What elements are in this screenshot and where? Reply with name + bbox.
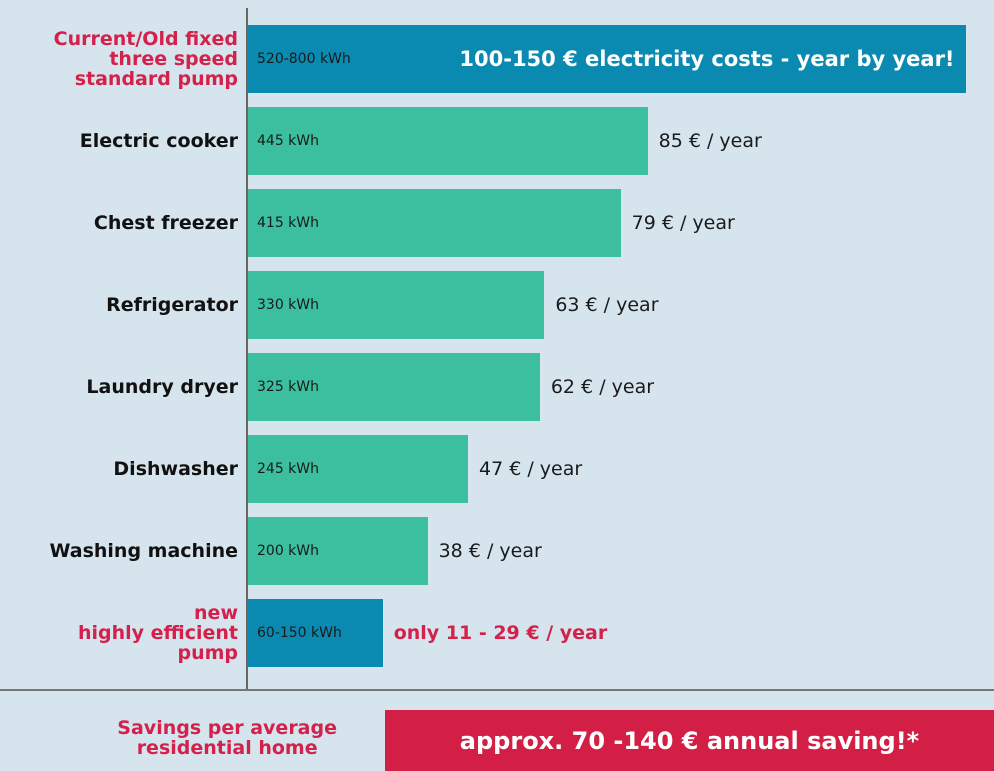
category-label: Current/Old fixed three speed standard p… [53, 28, 238, 90]
cost-label: 63 € / year [555, 294, 659, 316]
footer-label: Savings per average residential home [117, 717, 337, 759]
category-label: Dishwasher [113, 458, 238, 480]
value-label: 60-150 kWh [257, 625, 342, 641]
category-label: Electric cooker [79, 130, 238, 152]
footer-value: approx. 70 -140 € annual saving!* [459, 726, 920, 755]
cost-label: 62 € / year [550, 376, 655, 398]
value-axis-line [246, 8, 248, 690]
baseline [0, 689, 994, 691]
value-label: 245 kWh [257, 461, 319, 477]
cost-label: 100-150 € electricity costs - year by ye… [459, 47, 955, 71]
value-label: 200 kWh [257, 543, 319, 559]
value-label: 325 kWh [257, 379, 319, 395]
value-label: 415 kWh [257, 215, 319, 231]
bar [248, 271, 545, 339]
category-label: Refrigerator [106, 294, 238, 316]
bar [248, 435, 468, 503]
category-label: new highly efficient pump [77, 602, 238, 664]
category-label: Laundry dryer [86, 376, 238, 398]
value-label: 330 kWh [257, 297, 319, 313]
bar [248, 517, 428, 585]
bar [248, 353, 540, 421]
cost-label: 85 € / year [658, 130, 762, 152]
footer-box: approx. 70 -140 € annual saving!* [385, 710, 994, 771]
bar [248, 189, 621, 257]
category-label: Washing machine [49, 540, 238, 562]
bar [248, 25, 967, 93]
bar [248, 599, 383, 667]
category-label: Chest freezer [93, 212, 238, 234]
cost-label: 47 € / year [479, 458, 583, 480]
value-label: 520-800 kWh [257, 51, 351, 67]
value-label: 445 kWh [257, 133, 319, 149]
cost-label: only 11 - 29 € / year [393, 622, 608, 644]
cost-label: 79 € / year [631, 212, 735, 234]
bar [248, 107, 648, 175]
cost-label: 38 € / year [438, 540, 542, 562]
